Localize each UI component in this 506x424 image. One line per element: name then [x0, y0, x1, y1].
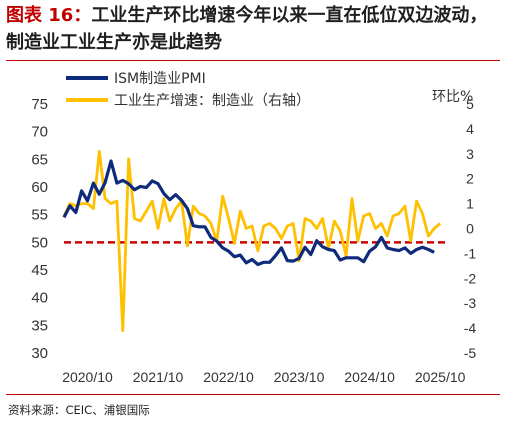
- right-tick-label: -5: [464, 345, 477, 361]
- source-note: 资料来源：CEIC、浦银国际: [8, 403, 150, 417]
- series-layer: [62, 149, 442, 333]
- chart-title: 图表 16：工业生产环比增速今年以来一直在低位双边波动，制造业工业生产亦是此趋势: [6, 2, 502, 56]
- right-tick-label: 2: [466, 171, 474, 187]
- left-tick-label: 45: [31, 262, 48, 279]
- x-tick-label: 2023/10: [274, 369, 325, 385]
- right-tick-label: 5: [466, 96, 474, 112]
- x-tick-label: 2022/10: [203, 369, 254, 385]
- right-axis-ticks: -5 -4 -3 -2 -1 0 1 2 3 4 5: [464, 96, 477, 361]
- left-tick-label: 70: [31, 124, 48, 141]
- left-tick-label: 50: [31, 234, 48, 251]
- right-tick-label: -4: [464, 320, 477, 336]
- legend: ISM制造业PMI 工业生产增速：制造业（右轴）: [66, 71, 310, 109]
- left-tick-label: 30: [31, 345, 48, 362]
- left-tick-label: 75: [31, 96, 48, 113]
- left-tick-label: 55: [31, 207, 48, 224]
- left-tick-label: 60: [31, 179, 48, 196]
- footer-divider: [6, 394, 500, 395]
- x-tick-label: 2021/10: [133, 369, 184, 385]
- right-tick-label: -1: [464, 245, 477, 261]
- right-axis-unit: 环比%: [432, 89, 473, 105]
- right-tick-label: 4: [466, 121, 474, 137]
- figure-label: 图表 16：: [6, 5, 92, 26]
- left-axis-ticks: 30 35 40 45 50 55 60 65 70 75: [31, 96, 48, 362]
- right-tick-label: 3: [466, 146, 474, 162]
- left-tick-label: 40: [31, 290, 48, 307]
- legend-label-pmi: ISM制造业PMI: [114, 71, 206, 87]
- series-line-pmi: [62, 159, 435, 267]
- title-divider: [6, 60, 500, 61]
- series-line-ip: [62, 149, 442, 333]
- right-tick-label: 0: [466, 221, 474, 237]
- x-tick-label: 2025/10: [415, 369, 466, 385]
- x-axis-ticks: 2020/10 2021/10 2022/10 2023/10 2024/10 2025/…: [62, 369, 465, 385]
- right-tick-label: -2: [464, 270, 477, 286]
- right-tick-label: -3: [464, 295, 477, 311]
- right-tick-label: 1: [466, 196, 474, 212]
- left-tick-label: 35: [31, 317, 48, 334]
- left-tick-label: 65: [31, 151, 48, 168]
- legend-label-ip: 工业生产增速：制造业（右轴）: [114, 93, 310, 109]
- figure-title-text: 工业生产环比增速今年以来一直在低位双边波动，制造业工业生产亦是此趋势: [6, 5, 488, 53]
- x-tick-label: 2024/10: [344, 369, 395, 385]
- x-tick-label: 2020/10: [62, 369, 113, 385]
